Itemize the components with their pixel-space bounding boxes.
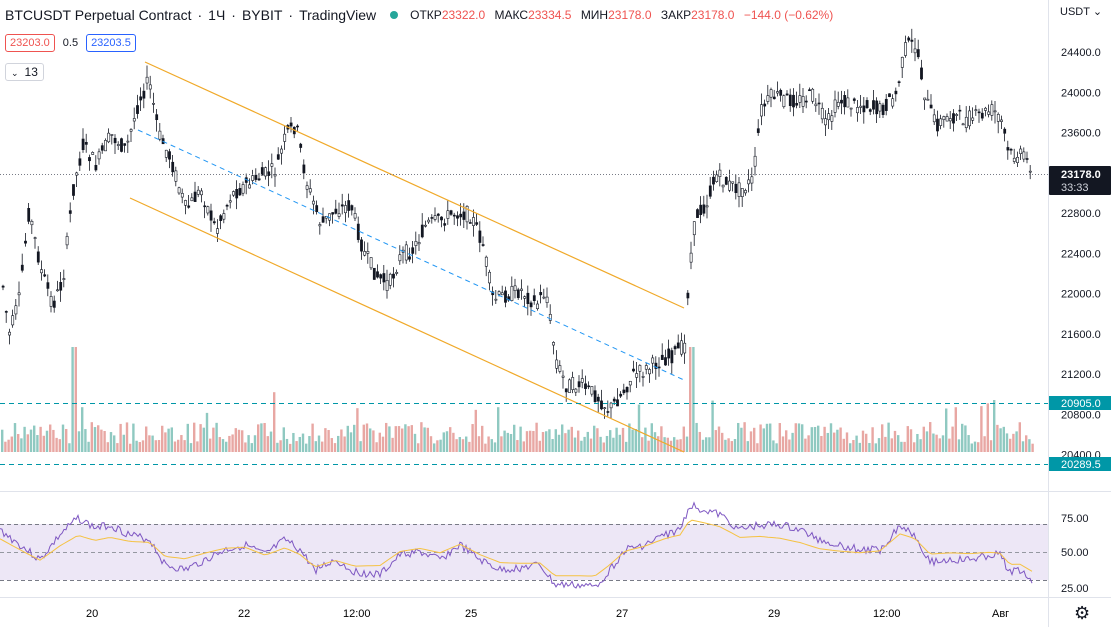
- alert-low-value: 20289.5: [1061, 459, 1101, 471]
- price-tick: 24000.0: [1061, 87, 1101, 99]
- time-tick-22: 22: [238, 608, 250, 620]
- price-tick: 23600.0: [1061, 128, 1101, 140]
- price-tick: 21200.0: [1061, 369, 1101, 381]
- price-tick: 21600.0: [1061, 329, 1101, 341]
- gear-icon[interactable]: ⚙: [1074, 603, 1091, 623]
- price-tick: 24400.0: [1061, 47, 1101, 59]
- alert-high-value: 20905.0: [1061, 398, 1101, 410]
- high-value: 23334.5: [528, 8, 572, 22]
- currency-selector[interactable]: USDT ⌄: [1060, 5, 1102, 18]
- time-tick-27: 27: [616, 608, 628, 620]
- price-tick: 20800.0: [1061, 409, 1101, 421]
- price-tick: 22800.0: [1061, 208, 1101, 220]
- spread-value: 0.5: [62, 37, 79, 49]
- last-price-value: 23178.0: [1061, 169, 1101, 181]
- exchange-label: BYBIT: [241, 7, 283, 23]
- rsi-tick-25: 25.00: [1061, 583, 1089, 595]
- indicators-count: 13: [24, 65, 38, 79]
- ohlc-values: ОТКР23322.0 МАКС23334.5 МИН23178.0 ЗАКР2…: [410, 8, 839, 22]
- time-tick-1200-b: 12:00: [873, 608, 901, 620]
- rsi-indicator: [0, 501, 1033, 589]
- rsi-band: [0, 524, 1048, 580]
- time-tick-aug: Авг: [992, 608, 1009, 620]
- high-label: МАКС: [494, 8, 529, 22]
- time-tick-29: 29: [768, 608, 780, 620]
- volume-bars: [1, 347, 1034, 452]
- last-price-label: [1049, 166, 1111, 195]
- time-tick-20: 20: [86, 608, 98, 620]
- time-tick-1200-a: 12:00: [343, 608, 371, 620]
- buy-button[interactable]: 23203.5: [86, 34, 136, 52]
- close-label: ЗАКР: [660, 8, 692, 22]
- low-value: 23178.0: [608, 8, 652, 22]
- change-value: −144.0 (−0.62%): [743, 8, 834, 22]
- interval-label[interactable]: 1Ч: [208, 7, 226, 23]
- sell-button[interactable]: 23203.0: [5, 34, 55, 52]
- chart-header: BTCUSDT Perpetual Contract · 1Ч · BYBIT …: [5, 7, 839, 23]
- open-value: 23322.0: [441, 8, 486, 22]
- rsi-tick-50: 50.00: [1061, 547, 1089, 559]
- rsi-tick-75: 75.00: [1061, 513, 1089, 525]
- low-label: МИН: [580, 8, 609, 22]
- open-label: ОТКР: [410, 8, 442, 22]
- time-tick-25: 25: [465, 608, 477, 620]
- order-panel: 23203.0 0.5 23203.5: [5, 34, 136, 52]
- alert-low-label[interactable]: [1049, 457, 1111, 471]
- source-label: TradingView: [299, 7, 377, 23]
- close-value: 23178.0: [691, 8, 735, 22]
- price-candles: [1, 28, 1032, 419]
- chevron-down-icon: ⌄: [11, 68, 19, 78]
- countdown-value: 33:33: [1061, 182, 1089, 194]
- channel-mid-line[interactable]: [137, 129, 685, 381]
- chevron-down-icon: ⌄: [1092, 6, 1103, 18]
- alert-high-label[interactable]: [1049, 396, 1111, 410]
- price-tick: 22400.0: [1061, 248, 1101, 260]
- price-tick: 22000.0: [1061, 289, 1101, 301]
- indicators-toggle[interactable]: ⌄ 13: [5, 63, 44, 81]
- channel-upper-line[interactable]: [144, 61, 685, 309]
- market-status-icon: [390, 11, 399, 19]
- currency-label: USDT: [1060, 6, 1090, 18]
- channel-lower-line[interactable]: [129, 197, 685, 453]
- symbol-title[interactable]: BTCUSDT Perpetual Contract: [5, 7, 192, 23]
